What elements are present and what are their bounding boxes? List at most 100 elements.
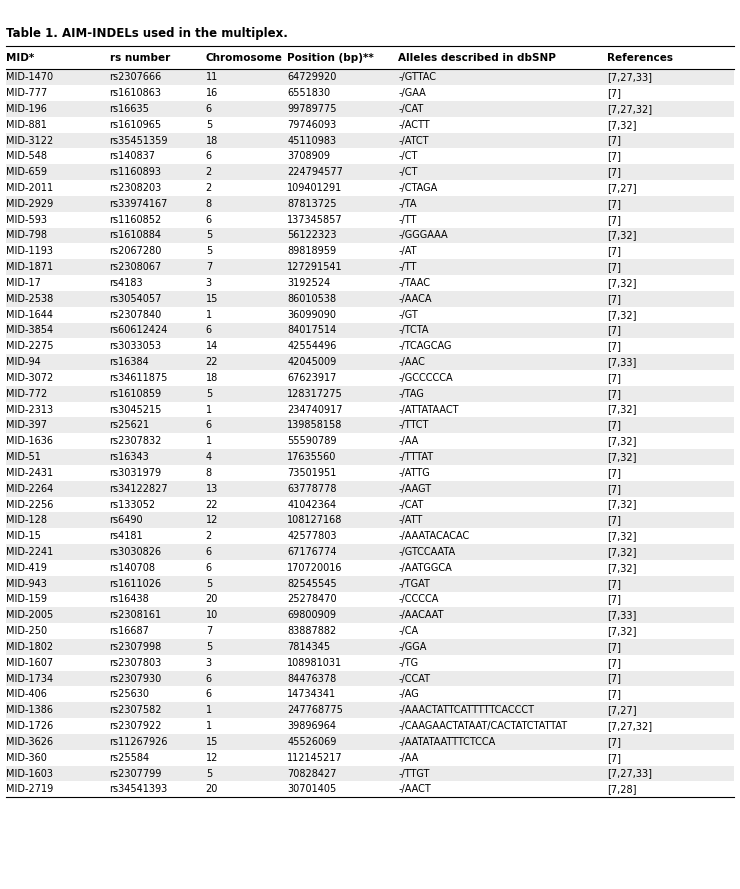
Text: -/TAG: -/TAG	[398, 388, 424, 399]
Text: 63778778: 63778778	[287, 484, 337, 493]
Text: -/TTCT: -/TTCT	[398, 420, 428, 430]
Text: [7]: [7]	[607, 516, 621, 525]
Bar	[6, 69, 734, 85]
Bar	[6, 765, 734, 781]
Text: [7,27,32]: [7,27,32]	[607, 721, 652, 731]
Text: [7,27,32]: [7,27,32]	[607, 104, 652, 114]
Text: -/AAATACACAC: -/AAATACACAC	[398, 531, 469, 541]
Text: rs25584: rs25584	[110, 753, 149, 763]
Text: 39896964: 39896964	[287, 721, 336, 731]
Text: -/TTTAT: -/TTTAT	[398, 452, 433, 462]
Text: [7]: [7]	[607, 88, 621, 98]
Bar	[6, 607, 734, 623]
Text: 6: 6	[206, 214, 212, 225]
Text: MID-250: MID-250	[6, 626, 47, 637]
Text: rs35451359: rs35451359	[110, 135, 168, 146]
Text: MID-196: MID-196	[6, 104, 47, 114]
Text: MID-1644: MID-1644	[6, 309, 53, 320]
Text: 6: 6	[206, 104, 212, 114]
Text: -/TTGT: -/TTGT	[398, 768, 429, 779]
Text: MID-798: MID-798	[6, 230, 47, 241]
Text: -/AACT: -/AACT	[398, 784, 431, 795]
Text: 73501951: 73501951	[287, 468, 337, 478]
Text: 64729920: 64729920	[287, 72, 337, 83]
Bar	[6, 670, 734, 686]
Text: rs16438: rs16438	[110, 595, 149, 605]
Text: MID-1607: MID-1607	[6, 658, 53, 668]
Text: rs16635: rs16635	[110, 104, 149, 114]
Text: [7]: [7]	[607, 658, 621, 668]
Text: [7]: [7]	[607, 674, 621, 684]
Text: -/CAT: -/CAT	[398, 104, 423, 114]
Text: 2: 2	[206, 167, 212, 177]
Text: MID-2005: MID-2005	[6, 610, 53, 621]
Text: 42554496: 42554496	[287, 341, 337, 351]
Text: 109401291: 109401291	[287, 183, 343, 193]
Bar	[6, 85, 734, 101]
Text: [7,32]: [7,32]	[607, 452, 636, 462]
Bar	[6, 576, 734, 591]
Text: MID-51: MID-51	[6, 452, 41, 462]
Text: rs11267926: rs11267926	[110, 737, 168, 747]
Text: MID-659: MID-659	[6, 167, 47, 177]
Text: 30701405: 30701405	[287, 784, 337, 795]
Text: -/CCCCA: -/CCCCA	[398, 595, 439, 605]
Text: rs34611875: rs34611875	[110, 372, 168, 383]
Text: MID-2011: MID-2011	[6, 183, 53, 193]
Text: 89818959: 89818959	[287, 246, 336, 256]
Text: 2: 2	[206, 183, 212, 193]
Text: [7]: [7]	[607, 167, 621, 177]
Text: rs60612424: rs60612424	[110, 325, 168, 335]
Text: -/CCAT: -/CCAT	[398, 674, 430, 684]
Bar	[6, 260, 734, 275]
Text: -/TG: -/TG	[398, 658, 418, 668]
Text: 79746093: 79746093	[287, 120, 337, 130]
Text: -/AA: -/AA	[398, 436, 418, 446]
Bar	[6, 291, 734, 307]
Text: [7,32]: [7,32]	[607, 120, 636, 130]
Text: [7]: [7]	[607, 468, 621, 478]
Text: [7]: [7]	[607, 246, 621, 256]
Text: rs34541393: rs34541393	[110, 784, 168, 795]
Text: MID-2241: MID-2241	[6, 547, 53, 557]
Bar	[6, 180, 734, 196]
Text: MID-772: MID-772	[6, 388, 47, 399]
Text: 170720016: 170720016	[287, 563, 343, 573]
Bar	[6, 623, 734, 639]
Text: rs1611026: rs1611026	[110, 579, 161, 589]
Text: 6: 6	[206, 689, 212, 700]
Text: 11: 11	[206, 72, 218, 83]
Text: 41042364: 41042364	[287, 500, 336, 509]
Text: -/ATT: -/ATT	[398, 516, 423, 525]
Text: MID-2719: MID-2719	[6, 784, 53, 795]
Text: 69800909: 69800909	[287, 610, 336, 621]
Text: 25278470: 25278470	[287, 595, 337, 605]
Text: 3708909: 3708909	[287, 151, 330, 162]
Text: rs4181: rs4181	[110, 531, 143, 541]
Text: rs2308203: rs2308203	[110, 183, 162, 193]
Text: rs2307832: rs2307832	[110, 436, 162, 446]
Text: rs1160852: rs1160852	[110, 214, 162, 225]
Text: 18: 18	[206, 372, 218, 383]
Text: rs1610863: rs1610863	[110, 88, 161, 98]
Text: 127291541: 127291541	[287, 262, 343, 272]
Text: -/GCCCCCA: -/GCCCCCA	[398, 372, 453, 383]
Text: rs1610965: rs1610965	[110, 120, 161, 130]
Text: [7,27,33]: [7,27,33]	[607, 72, 652, 83]
Text: MID-1726: MID-1726	[6, 721, 53, 731]
Text: 6: 6	[206, 420, 212, 430]
Text: 5: 5	[206, 768, 212, 779]
Text: 45110983: 45110983	[287, 135, 336, 146]
Bar	[6, 370, 734, 386]
Text: MID-1603: MID-1603	[6, 768, 53, 779]
Bar	[6, 196, 734, 212]
Text: -/AAC: -/AAC	[398, 357, 425, 367]
Bar	[6, 132, 734, 148]
Text: 12: 12	[206, 753, 218, 763]
Bar	[6, 497, 734, 512]
Text: [7,32]: [7,32]	[607, 436, 636, 446]
Text: 108127168: 108127168	[287, 516, 343, 525]
Text: 20: 20	[206, 784, 218, 795]
Text: rs2308067: rs2308067	[110, 262, 162, 272]
Bar	[6, 544, 734, 560]
